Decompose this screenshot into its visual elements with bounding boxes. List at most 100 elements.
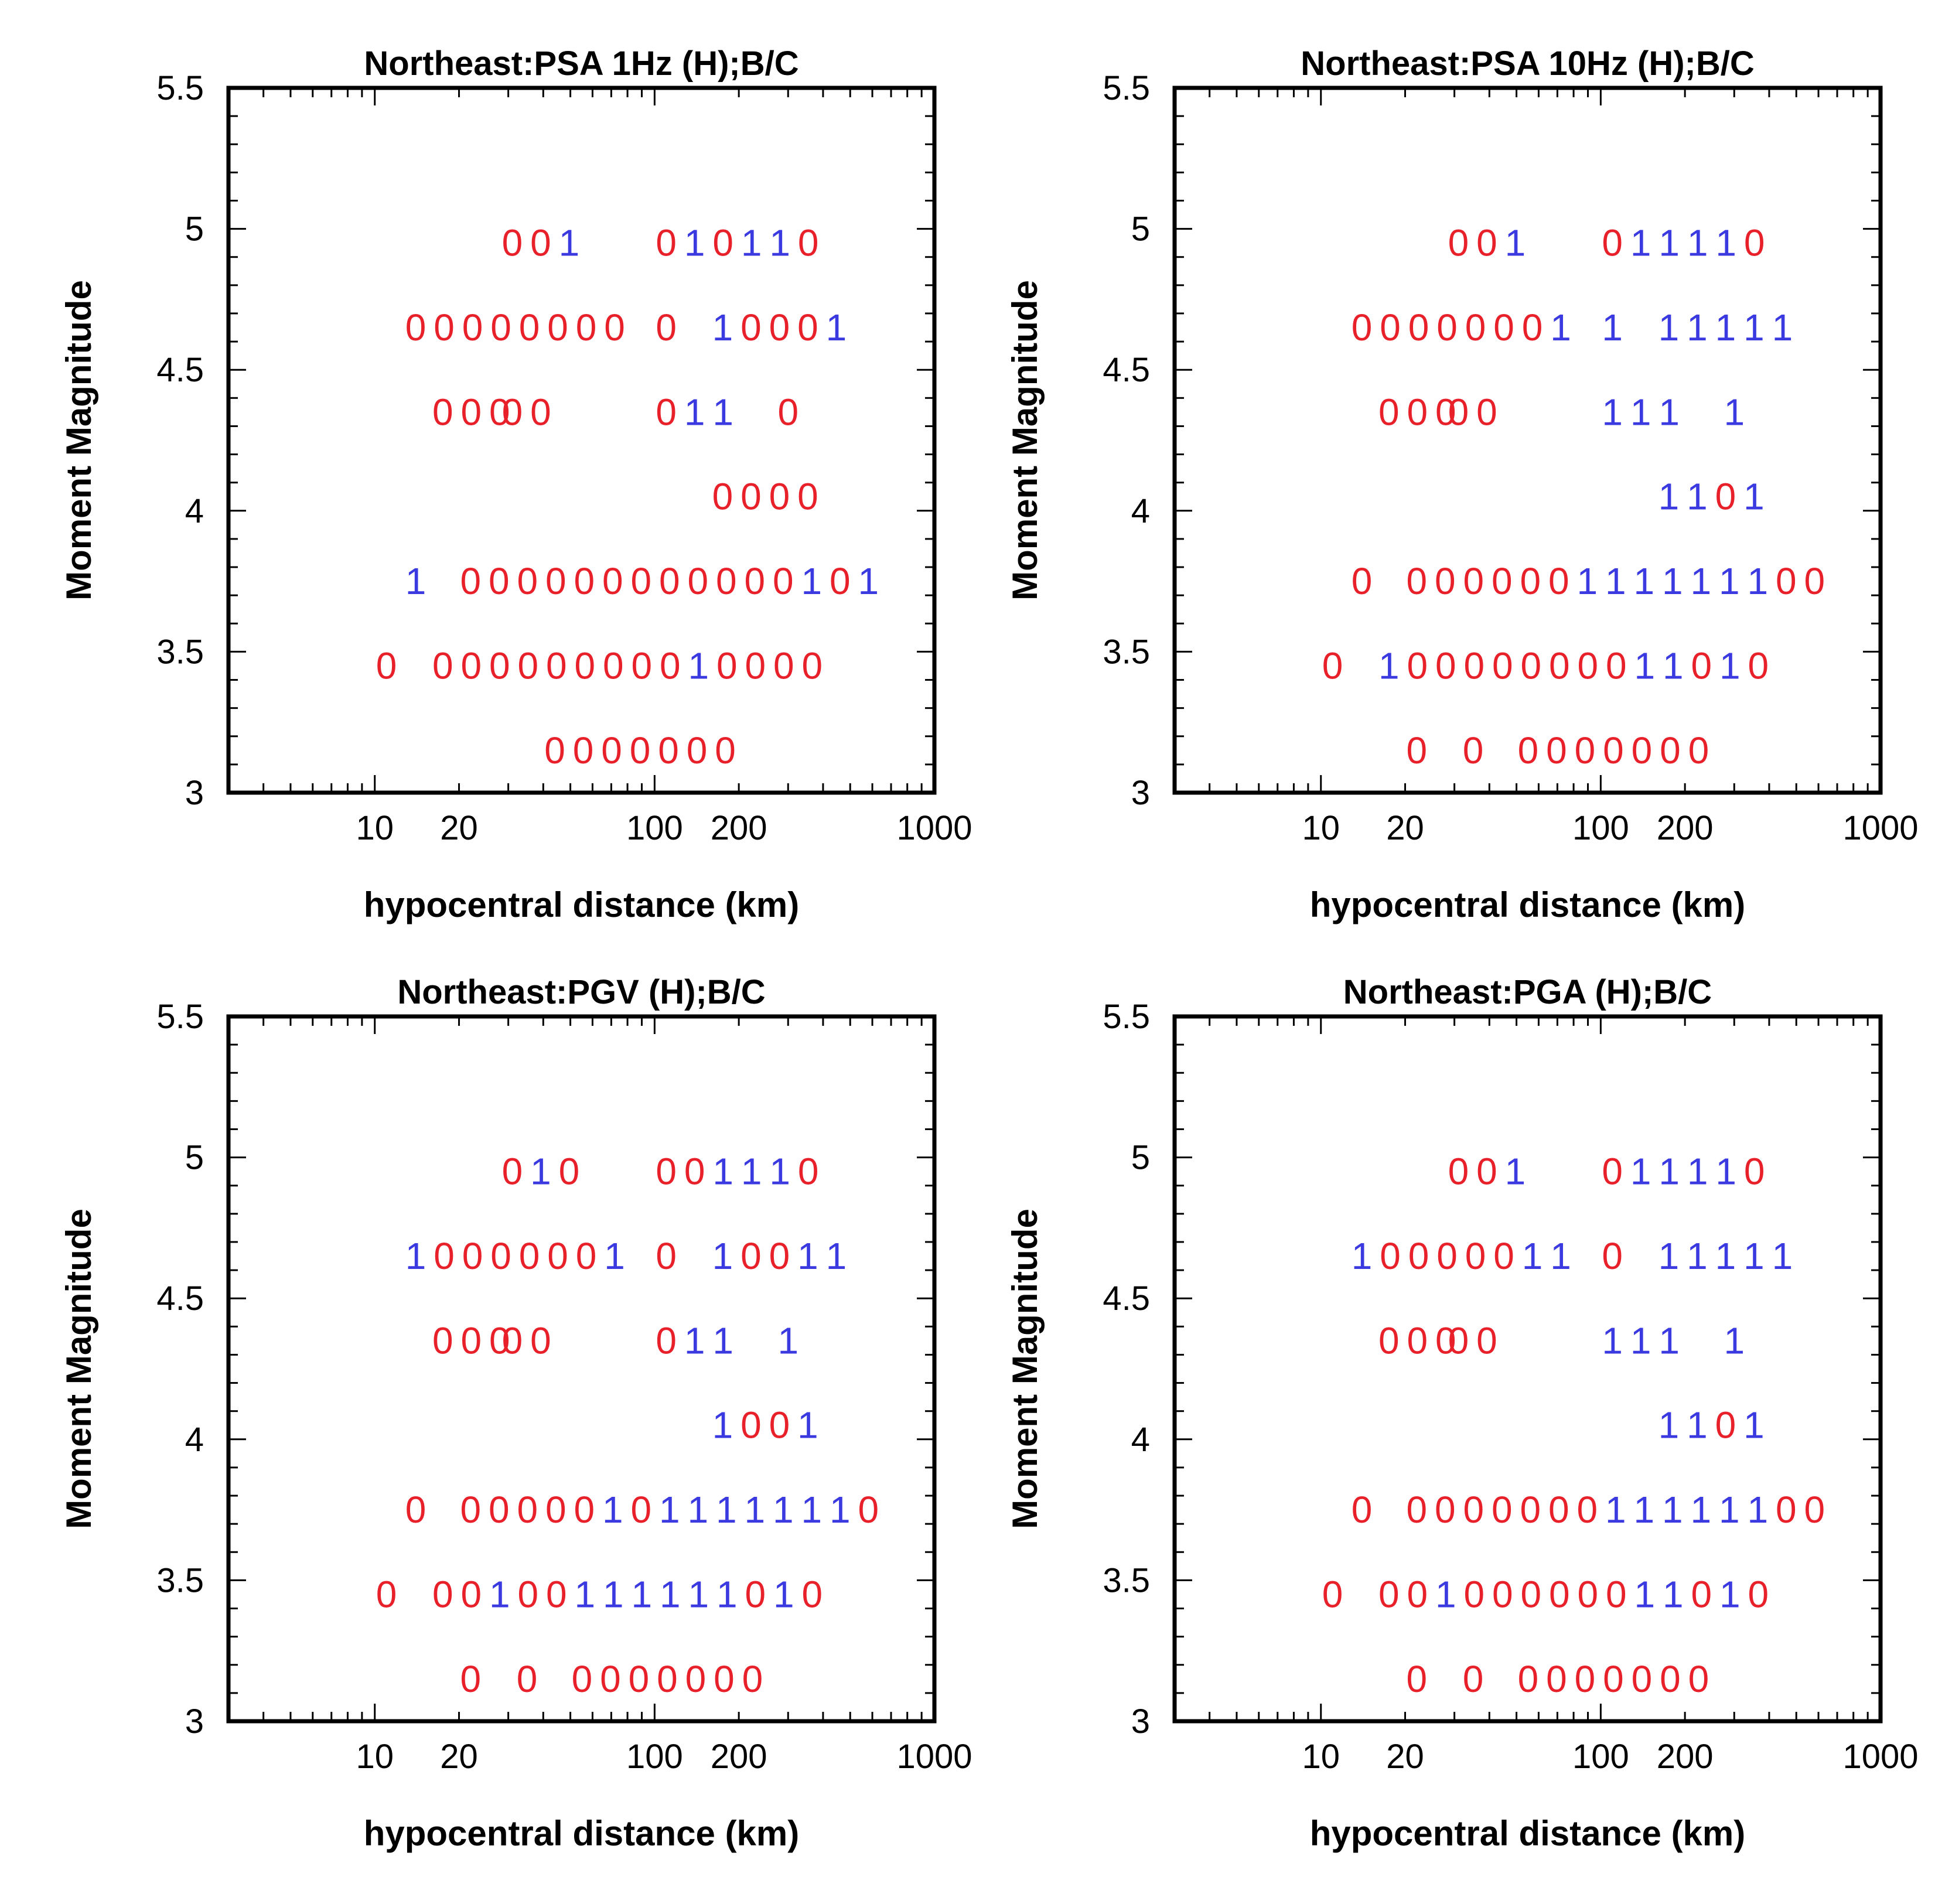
data-point-0: 0	[574, 560, 595, 602]
data-point-1: 1	[1630, 222, 1651, 264]
data-point-1: 1	[1634, 644, 1656, 687]
y-tick-marks	[1175, 87, 1881, 794]
x-tick-marks	[1173, 1016, 1882, 1721]
data-point-1: 1	[716, 1489, 737, 1531]
data-point-0: 0	[460, 1658, 481, 1700]
y-tick-label: 4	[185, 492, 204, 530]
data-point-1: 1	[769, 222, 790, 264]
data-point-1: 1	[1719, 1489, 1740, 1531]
data-point-1: 1	[1378, 644, 1400, 687]
data-point-0: 0	[405, 1489, 426, 1531]
data-point-0: 0	[1691, 1573, 1712, 1615]
data-point-1: 1	[1772, 1235, 1793, 1277]
data-point-0: 0	[1352, 1489, 1373, 1531]
data-point-0: 0	[575, 644, 596, 687]
x-tick-label: 20	[1386, 1738, 1424, 1776]
y-tick-marks	[1175, 1015, 1881, 1722]
data-point-0: 0	[1407, 1573, 1428, 1615]
y-axis-label: Moment Magnitude	[59, 280, 98, 600]
data-point-0: 0	[432, 391, 453, 433]
data-point-0: 0	[517, 1489, 538, 1531]
data-point-0: 0	[1521, 644, 1542, 687]
data-point-0: 0	[1632, 1658, 1653, 1700]
data-point-0: 0	[517, 1658, 538, 1700]
data-point-0: 0	[769, 306, 790, 349]
data-point-1: 1	[1522, 1235, 1543, 1277]
data-points: 0 0 1 0 1 1 1 1 00 0 0 0 0 0 0 1 1 1 1 1 1 10 0 00 0 1 1 1 11 1 0 10 0 0 0…	[1322, 222, 1825, 772]
data-point-0: 0	[434, 306, 455, 349]
data-point-1: 1	[1633, 560, 1654, 602]
data-point-0: 0	[656, 1151, 677, 1193]
data-point-0: 0	[489, 1489, 510, 1531]
data-point-0: 0	[530, 1319, 551, 1362]
data-point-1: 1	[405, 560, 426, 602]
data-point-0: 0	[462, 306, 483, 349]
data-point-1: 1	[1715, 306, 1736, 349]
data-point-1: 1	[602, 1489, 623, 1531]
data-point-0: 0	[629, 1658, 650, 1700]
data-point-1: 1	[712, 1235, 733, 1277]
data-point-0: 0	[502, 391, 523, 433]
data-point-1: 1	[1505, 1151, 1526, 1193]
data-point-1: 1	[1605, 1489, 1626, 1531]
data-point-0: 0	[460, 1489, 481, 1531]
y-tick-label: 5.5	[1103, 998, 1150, 1036]
data-point-1: 1	[1747, 1489, 1768, 1531]
data-point-1: 1	[530, 1151, 551, 1193]
data-point-0: 0	[489, 1319, 510, 1362]
data-point-1: 1	[744, 1489, 765, 1531]
data-point-0: 0	[802, 644, 823, 687]
data-point-1: 1	[1743, 1235, 1765, 1277]
x-tick-label: 200	[711, 1738, 767, 1776]
data-point-1: 1	[777, 1319, 798, 1362]
data-point-1: 1	[659, 1489, 680, 1531]
data-point-1: 1	[684, 391, 705, 433]
data-point-1: 1	[1576, 560, 1598, 602]
x-tick-label: 200	[1657, 1738, 1714, 1776]
data-point-1: 1	[1719, 1573, 1741, 1615]
data-point-1: 1	[489, 1573, 510, 1615]
data-point-0: 0	[1715, 1404, 1736, 1446]
data-point-0: 0	[656, 222, 677, 264]
data-point-0: 0	[502, 1151, 523, 1193]
data-point-0: 0	[432, 1319, 453, 1362]
data-point-0: 0	[604, 306, 625, 349]
data-point-1: 1	[712, 1404, 733, 1446]
plot-frame	[226, 1014, 937, 1724]
data-point-1: 1	[1663, 1573, 1684, 1615]
data-point-0: 0	[1465, 306, 1486, 349]
y-tick-label: 5.5	[1103, 69, 1150, 107]
data-point-0: 0	[1493, 306, 1514, 349]
data-point-1: 1	[830, 1489, 851, 1531]
data-point-0: 0	[1602, 222, 1623, 264]
x-tick-label: 20	[440, 1738, 478, 1776]
y-tick-label: 3	[185, 1702, 204, 1741]
data-point-0: 0	[1464, 1573, 1485, 1615]
data-point-1: 1	[604, 1235, 625, 1277]
y-axis-label: Moment Magnitude	[59, 1209, 98, 1529]
data-point-0: 0	[740, 476, 762, 518]
data-point-0: 0	[547, 306, 568, 349]
data-point-1: 1	[1550, 1235, 1571, 1277]
data-point-1: 1	[1658, 391, 1680, 433]
data-point-0: 0	[716, 644, 738, 687]
data-point-0: 0	[1578, 644, 1599, 687]
data-points: 0 1 0 0 0 1 1 1 01 0 0 0 0 0 0 1 0 1 0 0 1 10 0 00 0 0 1 1 11 0 0 10 0 0 0…	[376, 1151, 879, 1700]
data-point-1: 1	[1602, 391, 1623, 433]
data-point-1: 1	[1687, 1151, 1708, 1193]
x-tick-label: 100	[1572, 809, 1629, 847]
data-point-0: 0	[632, 644, 653, 687]
data-point-0: 0	[740, 306, 762, 349]
data-point-1: 1	[684, 1319, 705, 1362]
data-point-1: 1	[1605, 560, 1626, 602]
data-point-0: 0	[1578, 1573, 1599, 1615]
y-tick-label: 3.5	[156, 1561, 204, 1599]
data-point-0: 0	[1549, 1573, 1570, 1615]
data-point-0: 0	[1407, 1319, 1428, 1362]
chart-title: Northeast:PSA 10Hz (H);B/C	[1301, 45, 1754, 83]
data-point-0: 0	[1352, 306, 1373, 349]
y-tick-label: 4.5	[1103, 351, 1150, 389]
data-point-1: 1	[603, 1573, 624, 1615]
data-point-0: 0	[1691, 644, 1712, 687]
x-tick-label: 1000	[896, 809, 972, 847]
